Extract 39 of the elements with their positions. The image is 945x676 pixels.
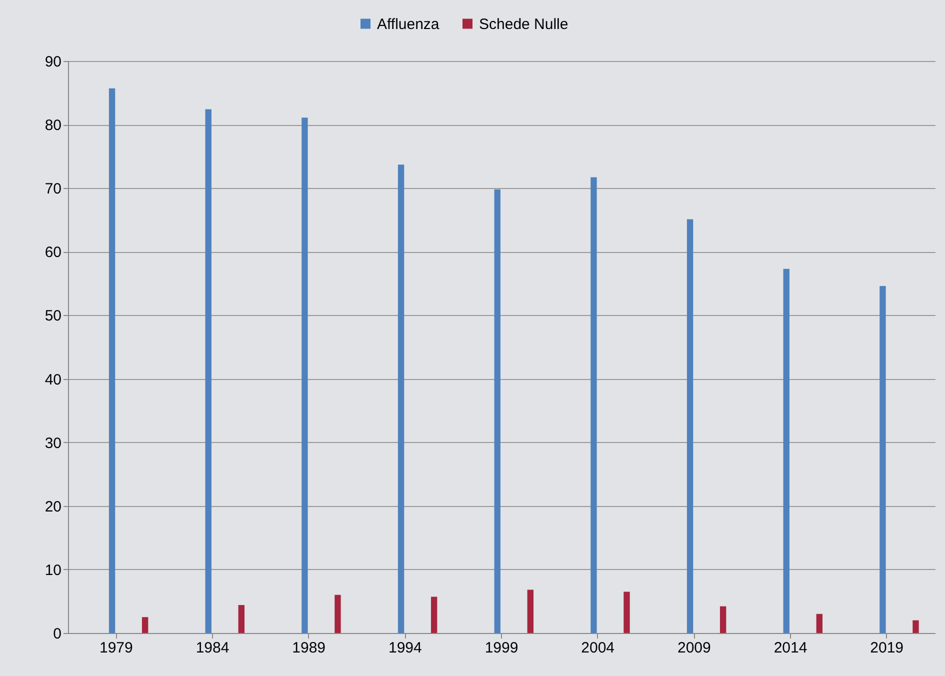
bar (108, 88, 116, 633)
y-tick-label: 10 (44, 562, 62, 579)
x-tick-label: 1999 (484, 640, 518, 656)
legend-label: Affluenza (377, 16, 440, 33)
bar (302, 118, 308, 633)
y-tick-label: 60 (44, 244, 62, 262)
bar (590, 177, 597, 633)
bar (494, 189, 500, 633)
y-tick-label: 50 (44, 308, 62, 325)
y-tick-label: 80 (44, 117, 62, 134)
x-tick-label: 1994 (388, 640, 422, 656)
bar (430, 596, 438, 633)
y-tick-label: 20 (44, 498, 62, 516)
x-tick-label: 2019 (870, 640, 904, 656)
x-tick-label: 1984 (196, 640, 230, 656)
bar (142, 617, 148, 633)
bar (527, 590, 534, 633)
x-tick-label: 2009 (677, 640, 711, 656)
bar (880, 286, 886, 633)
bar (686, 219, 694, 633)
bar (624, 592, 630, 633)
y-tick-label: 70 (44, 180, 62, 198)
y-tick-label: 30 (44, 434, 62, 452)
x-tick-label: 1989 (292, 640, 326, 656)
legend-label: Schede Nulle (479, 16, 568, 33)
x-tick-label: 2004 (581, 640, 615, 656)
bar (334, 594, 341, 633)
bar (205, 109, 212, 633)
bar (912, 620, 919, 633)
x-tick-label: 1979 (99, 640, 133, 656)
bar (720, 606, 726, 633)
y-tick-label: 0 (53, 626, 62, 642)
bar (816, 614, 822, 633)
x-tick-label: 2014 (774, 640, 808, 656)
bar (398, 164, 404, 633)
bar (783, 268, 790, 633)
y-tick-label: 90 (44, 54, 62, 70)
bar (238, 605, 244, 633)
y-tick-label: 40 (44, 371, 62, 388)
